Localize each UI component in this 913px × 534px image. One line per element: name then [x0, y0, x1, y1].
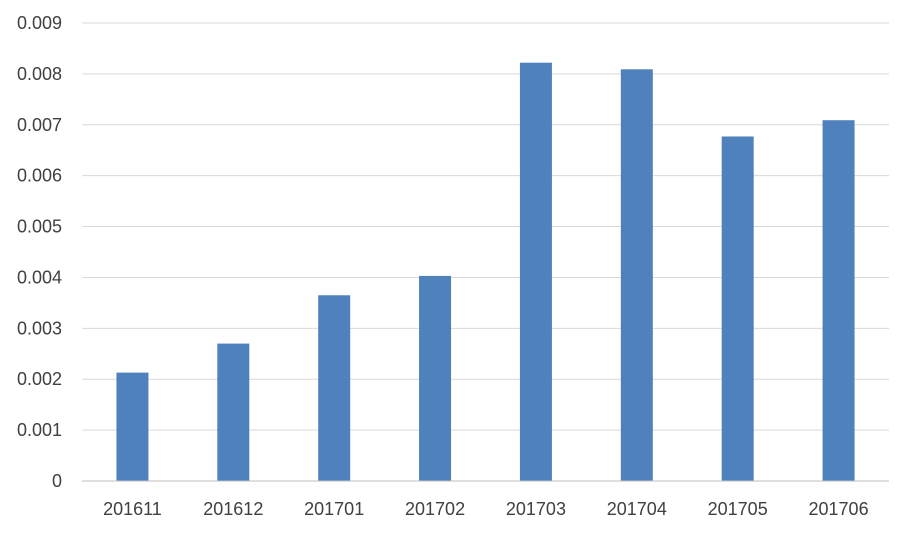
- bar-201703: [519, 62, 552, 482]
- bar-201706: [822, 120, 855, 481]
- bar-201612: [217, 343, 250, 481]
- y-tick-label: 0.002: [17, 369, 62, 389]
- y-tick-label: 0.004: [17, 267, 62, 287]
- y-tick-label: 0.005: [17, 217, 62, 237]
- x-axis-ticks: 201611 201612 201701 201702 201703 201704 2017…: [103, 499, 869, 519]
- y-tick-label: 0.009: [17, 13, 62, 33]
- y-tick-label: 0.008: [17, 64, 62, 84]
- y-tick-label: 0.007: [17, 115, 62, 135]
- bar-201704: [620, 69, 653, 481]
- x-tick-label: 201612: [203, 499, 263, 519]
- y-axis-ticks: 0 0.001 0.002 0.003 0.004 0.005 0.006 0.007 0.00…: [17, 13, 62, 491]
- bar-201705: [721, 136, 754, 481]
- y-tick-label: 0: [52, 471, 62, 491]
- bar-201702: [419, 275, 452, 481]
- x-tick-label: 201706: [809, 499, 869, 519]
- x-tick-label: 201703: [506, 499, 566, 519]
- y-tick-label: 0.003: [17, 318, 62, 338]
- x-tick-label: 201705: [708, 499, 768, 519]
- y-tick-label: 0.001: [17, 420, 62, 440]
- bars: [116, 62, 855, 482]
- x-tick-label: 201611: [103, 499, 162, 519]
- gridlines: [82, 22, 889, 431]
- y-tick-label: 0.006: [17, 166, 62, 186]
- bar-201611: [116, 372, 149, 481]
- bar-201701: [318, 295, 351, 481]
- x-tick-label: 201702: [405, 499, 465, 519]
- x-tick-label: 201704: [607, 499, 667, 519]
- x-tick-label: 201701: [304, 499, 364, 519]
